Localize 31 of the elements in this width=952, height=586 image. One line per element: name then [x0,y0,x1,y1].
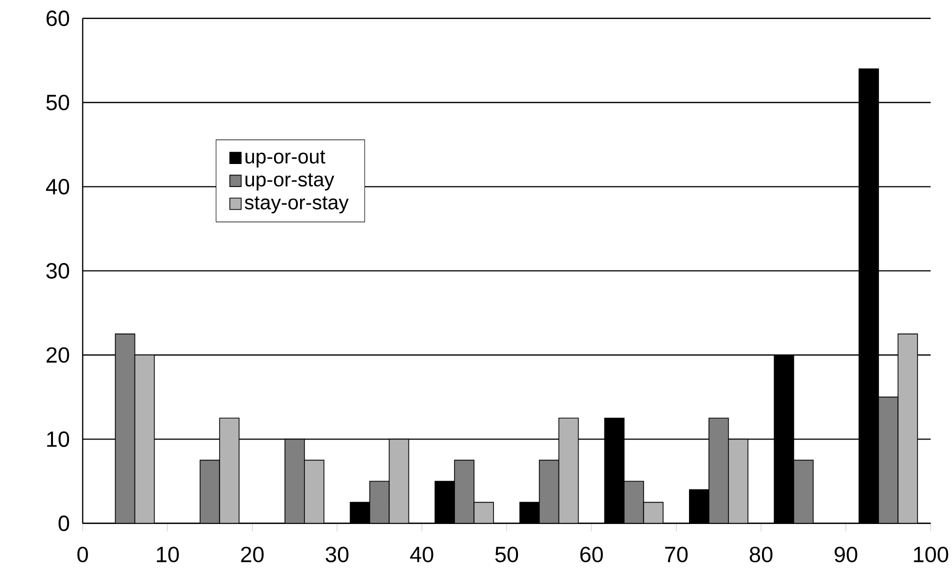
bar [538,460,560,524]
y-tick-label: 0 [58,516,70,532]
x-tick-label: 40 [410,546,434,562]
x-tick-label: 80 [750,546,772,562]
x-tick-label: 0 [77,546,88,562]
y-tick-label: 50 [46,94,70,110]
x-tick-label: 50 [495,546,518,562]
x-tick-label: 70 [665,546,688,562]
bar [114,334,136,524]
bar [708,418,729,524]
y-tick-label: 40 [46,178,70,194]
x-tick-label: 90 [834,546,858,562]
x-tick-label: 100 [914,546,948,562]
legend-label: up-or-stay [246,173,334,190]
y-tick-label: 30 [46,263,70,279]
legend-label: up-or-out [246,150,326,168]
x-tick-label: 10 [156,546,179,562]
legend-label: stay-or-stay [244,196,349,214]
y-tick-label: 60 [46,10,70,26]
bar [369,480,390,524]
bar [200,460,220,524]
x-tick-label: 30 [326,546,348,562]
bar [793,460,814,524]
bar [454,460,474,524]
y-tick-label: 10 [47,431,70,447]
x-tick-label: 60 [580,546,603,562]
bar [284,438,305,524]
y-tick-label: 20 [46,347,70,363]
bar [878,396,898,524]
x-tick-label: 20 [241,546,264,562]
bar [624,480,644,524]
